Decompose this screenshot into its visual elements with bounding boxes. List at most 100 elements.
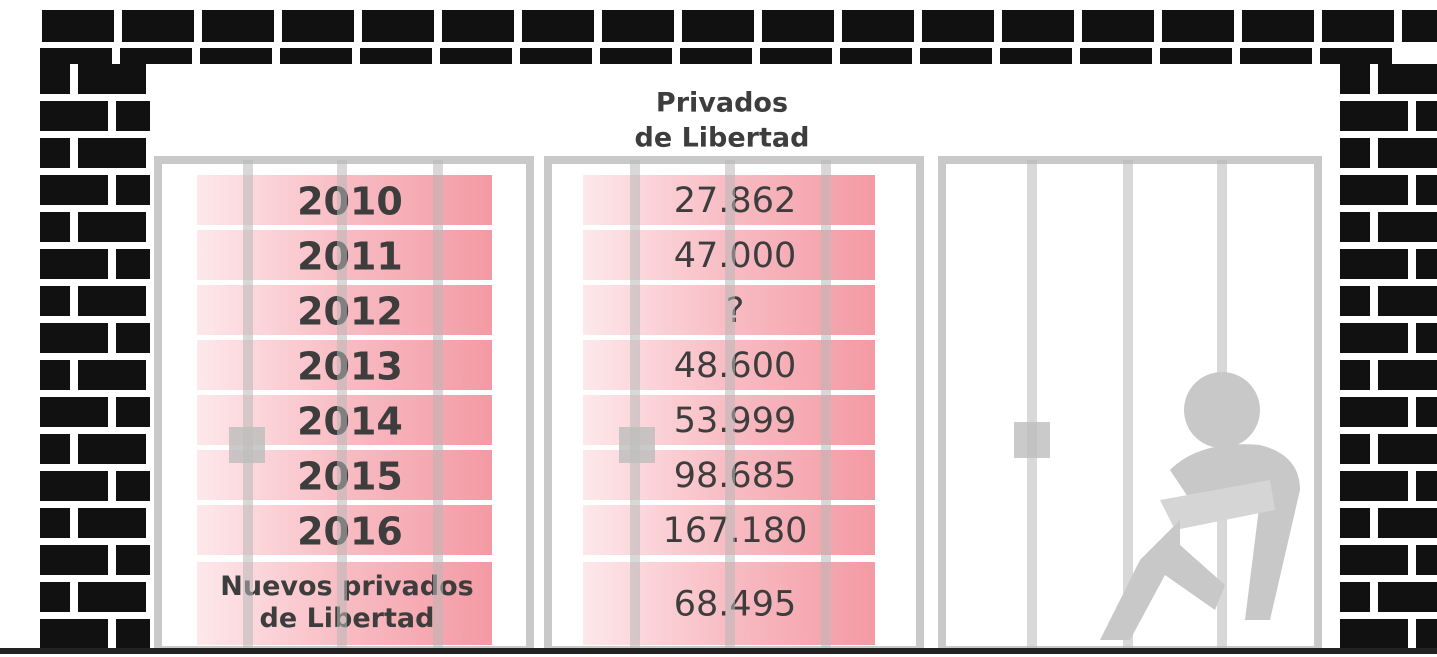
row-label: 2013 xyxy=(297,345,403,389)
brick xyxy=(1340,397,1408,427)
row-label: 2010 xyxy=(297,180,403,224)
brick xyxy=(1340,471,1408,501)
bar xyxy=(337,160,347,650)
prisoner xyxy=(1100,372,1300,640)
brick xyxy=(1340,434,1370,464)
brick xyxy=(40,619,108,649)
brick xyxy=(40,48,112,64)
brick xyxy=(40,360,70,390)
brick xyxy=(1340,101,1408,131)
brick xyxy=(120,48,192,64)
brick xyxy=(1340,175,1408,205)
brick xyxy=(116,249,150,279)
title-line: de Libertad xyxy=(635,123,810,154)
brick xyxy=(1162,10,1234,42)
brick xyxy=(40,545,108,575)
brick xyxy=(1340,138,1370,168)
brick xyxy=(522,10,594,42)
brick xyxy=(1340,286,1370,316)
brick xyxy=(1340,619,1408,649)
brick xyxy=(840,48,912,64)
lock xyxy=(229,427,265,463)
brick xyxy=(116,101,150,131)
brick xyxy=(1378,360,1437,390)
brick xyxy=(922,10,994,42)
row-label: 2014 xyxy=(297,400,403,444)
brick xyxy=(40,286,70,316)
row-label: 2012 xyxy=(297,290,403,334)
brick xyxy=(1416,175,1437,205)
brick xyxy=(680,48,752,64)
brick xyxy=(1378,582,1437,612)
row-label: 2016 xyxy=(297,510,403,554)
brick xyxy=(116,323,150,353)
row-label: 2015 xyxy=(297,455,403,499)
bar xyxy=(1027,160,1037,650)
brick xyxy=(1340,582,1370,612)
brick xyxy=(200,48,272,64)
brick xyxy=(78,64,146,94)
brick xyxy=(116,619,150,649)
brick xyxy=(1322,10,1394,42)
brick xyxy=(1242,10,1314,42)
brick xyxy=(280,48,352,64)
floor xyxy=(0,648,1437,654)
brick xyxy=(1378,138,1437,168)
brick xyxy=(40,397,108,427)
brick xyxy=(760,48,832,64)
brick xyxy=(360,48,432,64)
title-line: Privados xyxy=(656,88,788,119)
brick xyxy=(1340,212,1370,242)
brick xyxy=(1416,101,1437,131)
brick xyxy=(1240,48,1312,64)
brick xyxy=(1416,397,1437,427)
brick xyxy=(1402,10,1437,42)
row-label: 2011 xyxy=(297,235,403,279)
brick xyxy=(1340,508,1370,538)
brick xyxy=(1160,48,1232,64)
bar xyxy=(433,160,443,650)
brick xyxy=(1340,545,1408,575)
brick xyxy=(440,48,512,64)
brick xyxy=(116,545,150,575)
lock xyxy=(1014,422,1050,458)
brick xyxy=(40,175,108,205)
brick xyxy=(40,249,108,279)
bar xyxy=(243,160,253,650)
brick xyxy=(520,48,592,64)
brick xyxy=(40,323,108,353)
brick xyxy=(78,434,146,464)
brick xyxy=(1000,48,1072,64)
brick xyxy=(1002,10,1074,42)
bar xyxy=(630,160,640,650)
brick xyxy=(122,10,194,42)
brick xyxy=(1416,545,1437,575)
brick xyxy=(78,212,146,242)
brick xyxy=(78,508,146,538)
brick xyxy=(682,10,754,42)
brick xyxy=(602,10,674,42)
brick xyxy=(202,10,274,42)
brick xyxy=(40,64,70,94)
brick xyxy=(116,471,150,501)
brick xyxy=(1082,10,1154,42)
brick xyxy=(116,175,150,205)
brick xyxy=(1080,48,1152,64)
brick xyxy=(282,10,354,42)
brick xyxy=(1378,508,1437,538)
brick-wall xyxy=(40,10,1437,649)
brick xyxy=(40,101,108,131)
brick xyxy=(1416,323,1437,353)
brick xyxy=(442,10,514,42)
brick xyxy=(1340,64,1370,94)
brick xyxy=(1320,48,1392,64)
brick xyxy=(1340,249,1408,279)
bar xyxy=(725,160,735,650)
brick xyxy=(78,286,146,316)
brick xyxy=(600,48,672,64)
brick xyxy=(40,508,70,538)
brick xyxy=(362,10,434,42)
bar xyxy=(821,160,831,650)
lock xyxy=(619,427,655,463)
